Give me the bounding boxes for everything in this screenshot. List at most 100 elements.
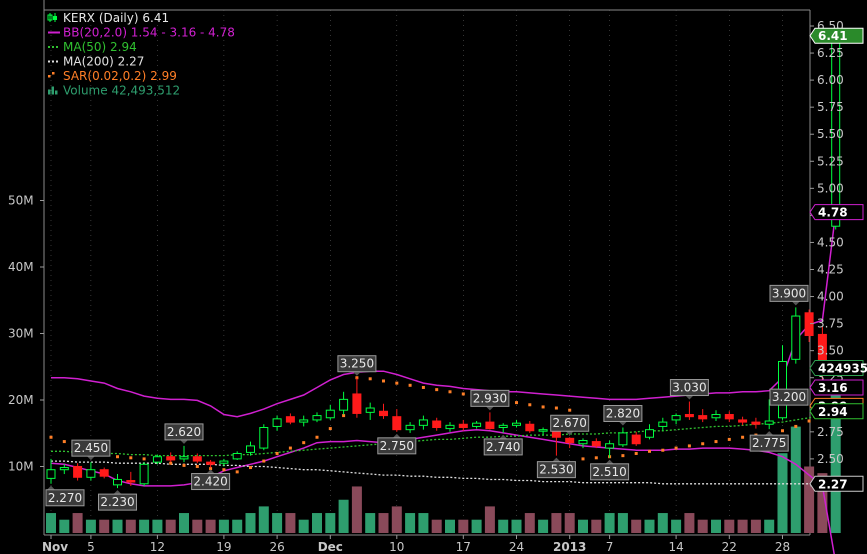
sar-dot [262,459,266,463]
badge-text: 3.16 [818,381,848,395]
date-tick-label: 19 [216,540,231,554]
candle[interactable] [631,431,641,446]
candle[interactable] [645,424,654,440]
badge-text: 42493512 [818,361,867,375]
candle[interactable] [418,415,428,430]
candle-body [684,414,694,418]
candle[interactable] [405,422,415,433]
candle-body [618,432,628,446]
candle[interactable] [538,427,548,436]
candle[interactable] [485,412,495,430]
candle[interactable] [711,410,721,422]
candle[interactable] [365,402,375,420]
price-badge: 3.16 [809,379,864,396]
candle[interactable] [684,401,694,420]
price-callout: 2.420 [191,469,231,491]
candle[interactable] [86,462,96,481]
candle[interactable] [59,464,69,475]
candle[interactable] [724,411,734,423]
sar-dot [781,429,784,433]
volume-bar [391,506,402,533]
candle[interactable] [379,403,388,419]
candle[interactable] [432,417,442,431]
volume-bar [258,506,269,533]
candle[interactable] [232,451,242,460]
candle[interactable] [219,458,229,467]
candle[interactable] [551,428,561,456]
candle[interactable] [578,438,588,449]
candle[interactable] [791,307,801,364]
candle[interactable] [299,415,309,427]
sar-dot [288,446,292,450]
candle[interactable] [698,409,708,423]
candle[interactable] [472,421,482,429]
candle[interactable] [285,413,295,425]
candle[interactable] [392,409,402,432]
callout-text: 2.530 [539,463,573,477]
candle[interactable] [738,416,748,426]
price-callout: 2.510 [590,459,630,481]
candle-body [711,414,721,419]
candle[interactable] [166,452,176,463]
sar-dot [528,403,532,407]
candle-body [418,419,428,426]
date-tick-label: 2013 [553,540,586,554]
volume-bar [312,513,322,533]
candle[interactable] [312,412,322,423]
candle[interactable] [512,419,521,428]
candle[interactable] [804,309,814,343]
candle[interactable] [658,417,668,431]
candlesticks[interactable] [46,35,841,489]
candle[interactable] [272,415,282,431]
candle[interactable] [46,458,56,484]
legend-item: Volume 42,493,512 [48,84,180,98]
candle[interactable] [445,422,455,432]
candle[interactable] [126,471,136,486]
candle[interactable] [73,463,83,481]
candle[interactable] [206,459,216,468]
candle[interactable] [139,462,149,486]
badge-box [809,27,864,44]
candle[interactable] [458,419,468,431]
sar-dot [222,468,226,472]
candle[interactable] [192,453,202,464]
candle[interactable] [778,345,787,420]
candle[interactable] [339,391,349,415]
axes: 6.506.256.005.755.505.255.004.754.504.25… [8,19,844,554]
candle[interactable] [565,437,575,449]
sar-dot [209,467,213,471]
date-tick-label: 22 [722,540,737,554]
candle-body [73,465,83,478]
candle-body [325,409,335,419]
price-badge: 4.78 [809,204,864,221]
callout-box [603,405,643,423]
candle-body [113,478,122,486]
volume-bar [99,519,110,533]
callout-text: 3.900 [772,286,806,300]
candle[interactable] [246,441,255,456]
candle[interactable] [591,438,601,449]
right-axis-badges: 6.414.78424935123.162.992.942.27 [809,27,867,492]
candle[interactable] [498,423,508,433]
candle[interactable] [618,427,628,447]
candle[interactable] [352,377,362,418]
candle[interactable] [605,440,615,458]
price-callouts: 2.270 2.230 2.450 2.620 2.420 3.250 2.750 2.930… [45,284,827,511]
candle[interactable] [179,445,189,463]
candle[interactable] [751,417,761,429]
candle[interactable] [764,399,774,430]
sar-dot [794,424,798,428]
candle[interactable] [152,454,162,465]
candle[interactable] [525,421,535,433]
candle[interactable] [99,467,109,479]
candle[interactable] [325,404,335,420]
candle[interactable] [113,474,122,489]
candle-body [724,414,734,420]
candle-body [272,418,282,427]
candle-body [751,421,761,425]
candle[interactable] [671,413,681,425]
candle[interactable] [259,424,269,451]
candle-body [698,415,708,420]
